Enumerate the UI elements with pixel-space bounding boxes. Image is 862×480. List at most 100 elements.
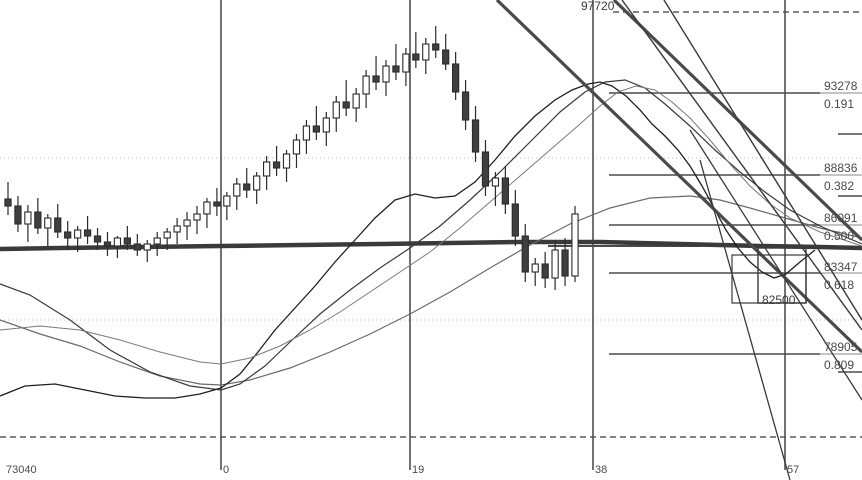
candle-body [193, 213, 201, 221]
ma-long-flat [0, 239, 862, 252]
candlestick[interactable] [73, 226, 82, 252]
candlestick[interactable] [362, 70, 370, 108]
candle-body [123, 237, 132, 245]
candlestick[interactable] [432, 26, 440, 58]
candle-body [382, 65, 390, 83]
candlestick[interactable] [571, 206, 579, 282]
candlestick[interactable] [521, 224, 529, 282]
candlestick[interactable] [54, 204, 62, 238]
candle-body [461, 91, 470, 121]
candlestick[interactable] [183, 212, 191, 240]
candlestick[interactable] [44, 214, 52, 246]
candlestick[interactable] [292, 134, 301, 168]
candlestick[interactable] [412, 32, 420, 68]
candlestick-series[interactable] [4, 26, 579, 290]
candle-body [402, 53, 410, 73]
candle-body [54, 217, 62, 233]
candlestick[interactable] [561, 238, 569, 286]
candlestick[interactable] [402, 48, 410, 86]
candle-body [312, 125, 321, 133]
candlestick[interactable] [243, 168, 251, 198]
candle-body [531, 263, 539, 273]
candlestick[interactable] [332, 96, 340, 132]
candlestick[interactable] [531, 258, 539, 286]
candlestick[interactable] [481, 140, 490, 196]
x-tick-label-0: 0 [223, 464, 230, 476]
candlestick[interactable] [14, 196, 22, 232]
candlestick[interactable] [322, 112, 330, 146]
candlestick[interactable] [272, 146, 281, 176]
candlestick[interactable] [24, 205, 32, 242]
fib-ratio-label-0191: 0.191 [824, 97, 855, 111]
candlestick[interactable] [461, 80, 470, 130]
fib-retracement-levels [548, 92, 820, 355]
candle-body [14, 205, 22, 225]
candlestick[interactable] [253, 172, 261, 204]
candlestick[interactable] [551, 240, 559, 290]
candle-body [432, 43, 440, 51]
candle-body [422, 43, 430, 61]
candlestick[interactable] [4, 182, 12, 215]
candle-body [64, 231, 72, 239]
candle-body [561, 249, 569, 277]
candlestick[interactable] [143, 240, 151, 262]
candlestick[interactable] [471, 106, 480, 162]
candle-body [34, 211, 42, 229]
candlestick[interactable] [511, 190, 519, 246]
candlestick[interactable] [113, 236, 122, 258]
swing-high-label: 97720 [581, 0, 615, 13]
candlestick[interactable] [262, 156, 271, 190]
candle-body [213, 201, 221, 207]
candle-body [173, 225, 181, 233]
fib-price-label-0618: 83347 [824, 260, 858, 274]
fib-boundary-lines [0, 11, 862, 438]
candlestick[interactable] [233, 178, 241, 210]
candlestick[interactable] [302, 120, 311, 154]
candlestick[interactable] [193, 206, 201, 234]
ma-fast [0, 81, 816, 399]
vertical-gridlines [220, 0, 786, 470]
candlestick[interactable] [541, 252, 549, 288]
candlestick[interactable] [451, 52, 460, 100]
candlestick[interactable] [133, 234, 141, 256]
candlestick[interactable] [382, 60, 390, 96]
candlestick[interactable] [442, 34, 450, 70]
candle-body [392, 65, 400, 73]
candlestick[interactable] [123, 226, 132, 250]
candle-body [272, 161, 281, 169]
candle-body [223, 195, 231, 207]
candlestick[interactable] [213, 188, 221, 216]
candlestick[interactable] [491, 172, 500, 206]
candlestick[interactable] [372, 56, 380, 90]
candlestick[interactable] [501, 166, 510, 214]
candle-body [491, 177, 500, 187]
candle-body [163, 231, 171, 239]
fib-ratio-label-0809: 0.809 [824, 358, 855, 372]
candlestick[interactable] [64, 221, 72, 250]
candle-body [262, 161, 271, 177]
candlestick[interactable] [223, 192, 231, 220]
ma-mid [0, 79, 862, 391]
candle-body [4, 198, 12, 207]
candlestick[interactable] [163, 228, 171, 250]
candlestick[interactable] [203, 198, 211, 228]
candlestick[interactable] [282, 150, 291, 182]
candlestick[interactable] [352, 88, 360, 122]
x-tick-label-start: 73040 [6, 464, 37, 476]
candlestick[interactable] [93, 228, 102, 250]
candlestick[interactable] [342, 80, 350, 116]
candlestick[interactable] [83, 216, 92, 244]
candlestick[interactable] [34, 198, 42, 234]
candlestick[interactable] [392, 44, 400, 80]
candle-body [203, 201, 211, 215]
candlestick[interactable] [312, 106, 321, 140]
scale-separator-lines [820, 92, 862, 373]
candlestick[interactable] [422, 38, 430, 74]
candlestick[interactable] [173, 218, 181, 244]
candlestick[interactable] [103, 232, 112, 256]
candlestick[interactable] [153, 232, 161, 256]
trendlines [495, 0, 862, 480]
selection-rectangle[interactable] [731, 247, 807, 304]
